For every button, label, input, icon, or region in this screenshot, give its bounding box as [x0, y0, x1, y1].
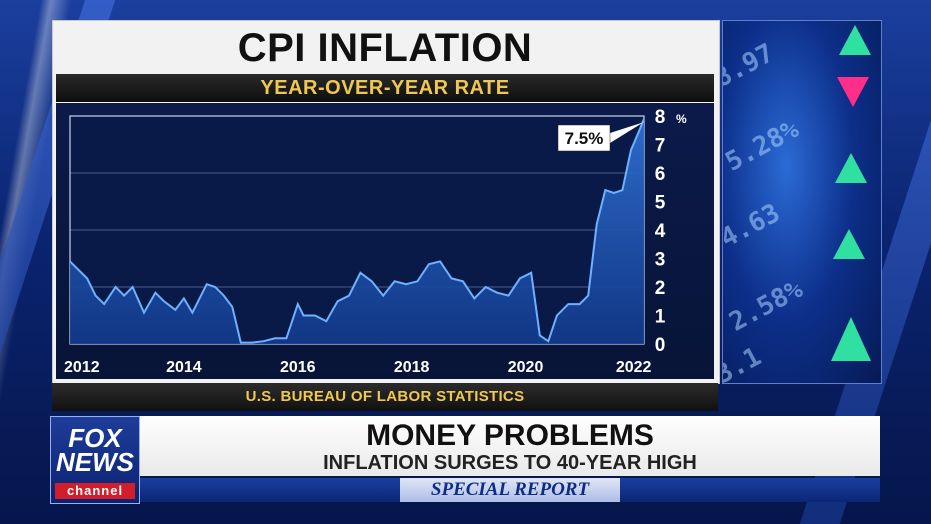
fox-news-channel-logo: FOX NEWS channel	[50, 416, 140, 504]
ticker-digits-decoration: 3.1	[722, 341, 767, 384]
logo-text-fox: FOX	[68, 423, 122, 453]
annotation-label: 7.5%	[565, 129, 604, 148]
x-tick-label: 2014	[166, 359, 202, 376]
y-unit-label: %	[676, 112, 687, 126]
lower-third-banner: MONEY PROBLEMS INFLATION SURGES TO 40-YE…	[140, 416, 880, 476]
x-tick-label: 2022	[616, 359, 652, 376]
source-label: U.S. BUREAU OF LABOR STATISTICS	[52, 383, 718, 411]
stock-ticker-graphic: 8.97 5.28% 4.63 2.58% 3.1	[722, 20, 882, 384]
up-arrow-icon	[835, 153, 867, 183]
y-tick-label: 1	[655, 307, 666, 328]
y-tick-label: 3	[655, 250, 666, 271]
up-arrow-icon	[833, 229, 865, 259]
chart-area: 0 1 2 3 4 5 6 7 8% 2012 2014 2016 2018 2020 2022 7.5%	[56, 103, 714, 379]
y-tick-label: 6	[655, 164, 666, 185]
y-tick-label: 4	[655, 221, 666, 242]
x-tick-label: 2020	[508, 359, 544, 376]
x-tick-label: 2016	[280, 359, 316, 376]
y-tick-label: 2	[655, 278, 666, 299]
ticker-digits-decoration: 4.63	[722, 198, 786, 254]
subheadline: INFLATION SURGES TO 40-YEAR HIGH	[323, 452, 697, 474]
chart-title: CPI INFLATION	[237, 26, 533, 70]
chart-subtitle: YEAR-OVER-YEAR RATE	[56, 74, 714, 102]
annotation-pointer	[610, 122, 644, 143]
logo-text-news: NEWS	[56, 447, 134, 477]
y-tick-label: 0	[655, 335, 666, 356]
ticker-digits-decoration: 5.28%	[722, 114, 804, 178]
show-name: SPECIAL REPORT	[400, 478, 620, 502]
ticker-digits-decoration: 8.97	[722, 38, 780, 94]
x-tick-label: 2012	[64, 359, 100, 376]
up-arrow-icon	[831, 317, 871, 361]
cpi-chart: 0 1 2 3 4 5 6 7 8 % 2012 2014 2016 2018 2020 2022 7.5%	[64, 107, 687, 376]
y-tick-label: 5	[655, 193, 666, 214]
up-arrow-icon	[839, 25, 871, 55]
cpi-area	[70, 118, 644, 344]
x-tick-label: 2018	[394, 359, 430, 376]
cpi-line	[69, 118, 645, 344]
y-tick-label: 8	[655, 107, 666, 128]
logo-text-channel: channel	[55, 483, 135, 499]
down-arrow-icon	[837, 77, 869, 107]
show-name-bar: SPECIAL REPORT	[140, 478, 880, 502]
ticker-digits-decoration: 2.58%	[724, 274, 808, 338]
y-tick-label: 7	[655, 136, 666, 157]
annotation-box	[557, 124, 611, 152]
headline: MONEY PROBLEMS	[366, 419, 654, 452]
